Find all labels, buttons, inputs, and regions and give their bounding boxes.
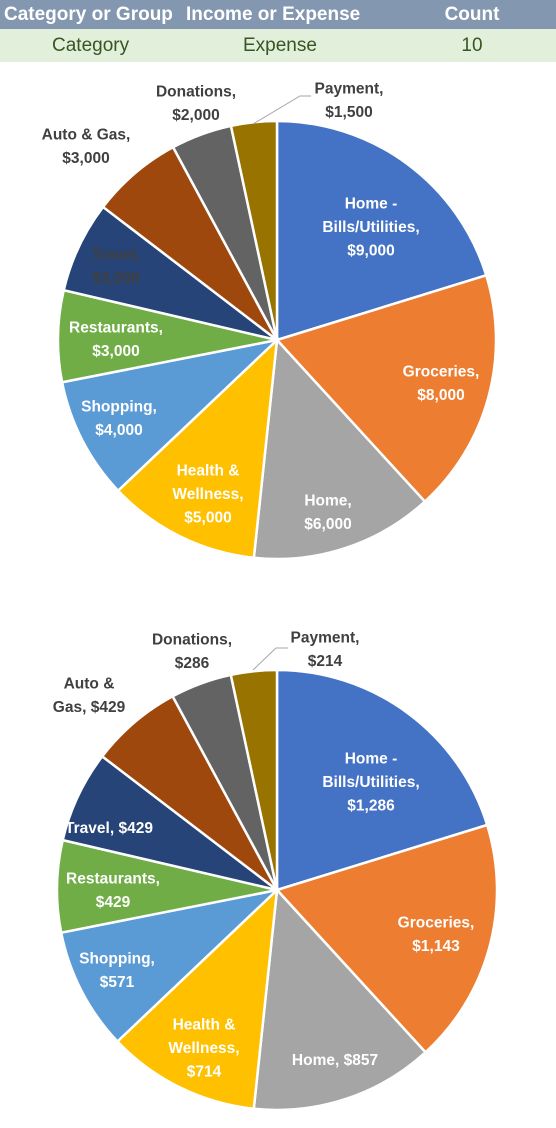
pie-slice-groceries (274, 273, 498, 504)
header-income-or-expense: Income or Expense (186, 3, 361, 25)
data-label-payment: Payment, $1,500 (315, 80, 384, 121)
table-header-row: Category or Group Income or Expense Coun… (0, 0, 556, 29)
data-label-line: Wellness, (168, 1040, 239, 1057)
data-label-auto-and-gas: Auto & Gas, $429 (53, 675, 126, 716)
data-label-shopping: Shopping, $4,000 (81, 398, 157, 439)
data-label-line: $1,143 (412, 938, 460, 955)
expense-pie-chart-1: Home - Bills/Utilities, $9,000 Groceries, $8… (42, 80, 498, 561)
data-label-line: Shopping, (81, 398, 157, 415)
data-label-groceries: Groceries, $1,143 (398, 914, 475, 955)
header-category-or-group: Category or Group (4, 3, 173, 25)
data-label-shopping: Shopping, $571 (79, 950, 155, 991)
data-label-payment: Payment, $214 (291, 629, 360, 670)
data-label-line: Payment, (315, 80, 384, 97)
cell-count: 10 (461, 34, 483, 56)
data-label-line: $429 (96, 894, 131, 911)
cell-income-or-expense: Expense (243, 34, 317, 56)
data-label-line: Health & (173, 1017, 236, 1034)
data-label-line: Home, (304, 492, 351, 509)
data-label-health-and-wellness: Health & Wellness, $714 (168, 1017, 239, 1081)
data-label-restaurants: Restaurants, $3,000 (69, 319, 163, 360)
pie-slice-payment (229, 668, 279, 891)
data-label-line: Home, $857 (292, 1052, 378, 1069)
data-label-line: Travel, (91, 246, 140, 263)
data-label-line: $8,000 (417, 387, 464, 404)
cell-category-or-group: Category (52, 34, 130, 56)
data-label-travel: Travel, $3,000 (91, 246, 140, 287)
data-label-line: $5,000 (184, 510, 231, 527)
data-label-line: Home - (345, 751, 398, 768)
data-label-travel: Travel, $429 (65, 820, 153, 837)
data-label-line: $3,000 (62, 150, 109, 167)
data-label-line: Restaurants, (69, 319, 163, 336)
data-label-line: $214 (308, 653, 343, 670)
data-label-line: Home - (345, 196, 398, 213)
data-label-line: $9,000 (347, 243, 394, 260)
table-row: Category Expense 10 (0, 29, 556, 62)
data-label-auto-and-gas: Auto & Gas, $3,000 (42, 126, 131, 167)
data-label-home: Home, $6,000 (304, 492, 351, 533)
data-label-line: Gas, $429 (53, 699, 126, 716)
data-label-line: Health & (177, 463, 240, 480)
leader-line-payment (252, 95, 311, 125)
data-label-line: Auto & (64, 675, 115, 692)
data-label-line: $4,000 (95, 422, 142, 439)
header-count: Count (444, 3, 500, 25)
data-label-line: Donations, (156, 83, 236, 100)
data-label-line: $714 (187, 1064, 222, 1081)
leader-line-payment (252, 647, 288, 671)
data-label-health-and-wellness: Health & Wellness, $5,000 (172, 463, 243, 527)
data-label-line: Groceries, (403, 363, 480, 380)
data-label-line: $286 (175, 655, 210, 672)
data-label-line: $1,500 (325, 104, 372, 121)
data-label-line: Bills/Utilities, (322, 774, 419, 791)
pie-slice-payment (229, 119, 279, 341)
data-label-line: $3,000 (92, 270, 139, 287)
pie-slice-home-bills-utilities (275, 119, 488, 342)
pie-slice-home (252, 887, 428, 1112)
data-label-home-bills-utilities: Home - Bills/Utilities, $1,286 (322, 751, 419, 815)
data-label-line: $2,000 (172, 107, 219, 124)
data-label-line: Donations, (152, 631, 232, 648)
data-label-home: Home, $857 (292, 1052, 378, 1069)
data-label-line: Groceries, (398, 914, 475, 931)
data-label-donations: Donations, $286 (152, 631, 232, 672)
data-label-restaurants: Restaurants, $429 (66, 870, 160, 911)
pie-slice-home (252, 337, 427, 561)
data-label-groceries: Groceries, $8,000 (403, 363, 480, 404)
data-label-line: Bills/Utilities, (322, 219, 419, 236)
data-label-line: Restaurants, (66, 870, 160, 887)
data-label-line: Travel, $429 (65, 820, 153, 837)
pie-slice-health-and-wellness (115, 886, 279, 1111)
pie-slice-groceries (274, 823, 499, 1055)
data-label-line: $6,000 (304, 516, 351, 533)
data-label-home-bills-utilities: Home - Bills/Utilities, $9,000 (322, 196, 419, 260)
pie-slice-health-and-wellness (116, 336, 279, 560)
expense-pie-chart-2: Home - Bills/Utilities, $1,286 Groceries, $1… (53, 629, 499, 1112)
data-label-line: Payment, (291, 629, 360, 646)
data-label-line: $3,000 (92, 343, 139, 360)
data-label-line: Auto & Gas, (42, 126, 131, 143)
data-label-donations: Donations, $2,000 (156, 83, 236, 124)
pie-slice-shopping (60, 337, 281, 493)
pie-slice-shopping (59, 887, 281, 1044)
data-label-line: $1,286 (347, 798, 395, 815)
data-label-line: $571 (100, 974, 135, 991)
data-label-line: Wellness, (172, 486, 243, 503)
data-label-line: Shopping, (79, 950, 155, 967)
pie-slice-home-bills-utilities (275, 668, 489, 892)
